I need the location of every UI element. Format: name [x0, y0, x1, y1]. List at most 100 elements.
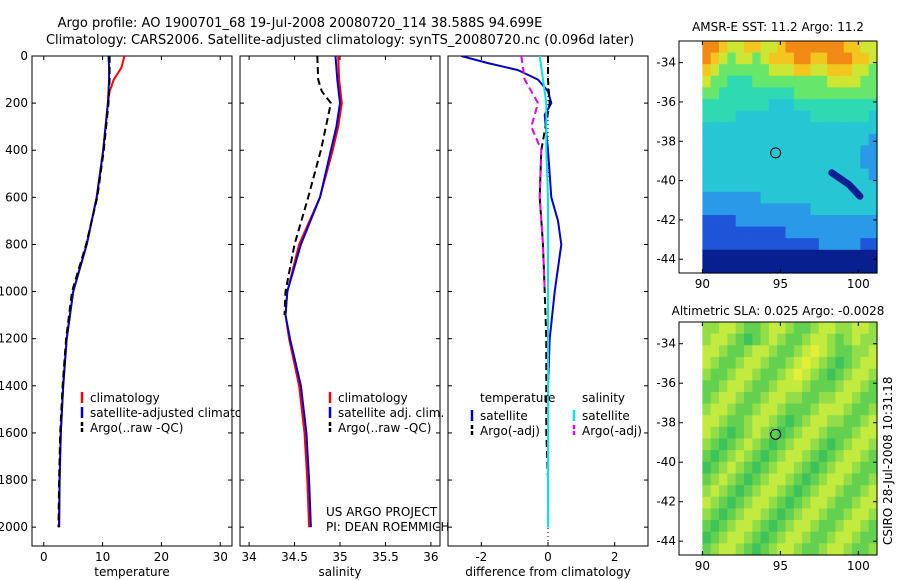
heatmap-cell [835, 450, 845, 463]
heatmap-cell [818, 110, 828, 123]
heatmap-cell [860, 168, 870, 181]
heatmap-cell [785, 122, 795, 135]
heatmap-cell [735, 322, 745, 335]
heatmap-cell [852, 368, 861, 381]
heatmap-cell [727, 520, 737, 533]
map-frame [678, 321, 878, 556]
heatmap-cell [868, 238, 878, 251]
heatmap-cell [768, 99, 778, 112]
heatmap-cell [710, 391, 720, 405]
heatmap-cell [727, 145, 737, 158]
heatmap-cell [710, 122, 720, 135]
heatmap-cell [835, 110, 845, 123]
heatmap-cell [827, 203, 837, 216]
heatmap-cell [743, 415, 753, 428]
heatmap-cell [827, 226, 837, 239]
heatmap-cell [793, 238, 803, 251]
map-frame [678, 40, 878, 274]
heatmap-cell [818, 322, 828, 335]
heatmap-cell [827, 415, 837, 428]
heatmap-cell [777, 145, 787, 158]
heatmap-cell [860, 203, 870, 216]
heatmap-cell [760, 520, 770, 533]
heatmap-cell [752, 64, 762, 77]
heatmap-cell [760, 322, 770, 335]
heatmap-cell [827, 368, 837, 381]
heatmap-cell [827, 485, 837, 498]
y-tick-label: -44 [656, 252, 676, 266]
heatmap-cell [852, 520, 861, 533]
heatmap-cell [727, 450, 737, 463]
heatmap-cell [852, 110, 861, 123]
heatmap-cell [835, 508, 845, 521]
heatmap-cell [777, 438, 787, 451]
heatmap-cell [719, 238, 728, 251]
heatmap-cell [719, 226, 728, 239]
heatmap-cell [719, 145, 728, 158]
heatmap-cell [835, 356, 845, 370]
heatmap-cell [868, 380, 878, 393]
heatmap-cell [785, 461, 795, 475]
heatmap-cell [818, 64, 828, 77]
legend-label: Argo(..raw -QC) [338, 421, 431, 435]
heatmap-cell [710, 157, 720, 170]
heatmap-cell [868, 122, 878, 135]
heatmap-cell [802, 438, 812, 451]
heatmap-cell [827, 543, 837, 556]
heatmap-cell [785, 368, 795, 381]
heatmap-cell [735, 403, 745, 416]
heatmap-cell [777, 157, 787, 170]
heatmap-cell [727, 496, 737, 509]
heatmap-cell [802, 110, 812, 123]
heatmap-cell [843, 403, 853, 416]
heatmap-cell [777, 368, 787, 381]
heatmap-cell [727, 543, 737, 556]
heatmap-cell [719, 180, 728, 193]
heatmap-cell [852, 180, 861, 193]
heatmap-cell [743, 238, 753, 251]
heatmap-cell [793, 356, 803, 370]
heatmap-cell [802, 64, 812, 77]
legend-label: Argo(..raw -QC) [90, 421, 183, 435]
heatmap-cell [827, 52, 837, 65]
heatmap-cell [702, 391, 712, 405]
heatmap-cell [827, 380, 837, 393]
heatmap-cell [702, 415, 712, 428]
heatmap-cell [752, 368, 762, 381]
heatmap-cell [710, 531, 720, 544]
heatmap-cell [760, 345, 770, 358]
heatmap-cell [860, 496, 870, 509]
heatmap-cell [768, 226, 778, 239]
heatmap-cell [802, 380, 812, 393]
heatmap-cell [868, 461, 878, 475]
heatmap-cell [860, 64, 870, 77]
heatmap-cell [735, 87, 745, 100]
heatmap-cell [768, 485, 778, 498]
heatmap-cell [760, 543, 770, 556]
heatmap-cell [702, 145, 712, 158]
x-tick-label: 95 [773, 559, 788, 573]
heatmap-cell [868, 426, 878, 440]
heatmap-cell [727, 368, 737, 381]
heatmap-cell [810, 415, 820, 428]
x-tick-label: 20 [154, 550, 169, 564]
heatmap-cell [827, 75, 837, 88]
x-axis-label: temperature [94, 565, 169, 579]
heatmap-cell [760, 64, 770, 77]
heatmap-cell [735, 122, 745, 135]
heatmap-cell [777, 180, 787, 193]
heatmap-cell [760, 41, 770, 54]
salinity-panel: 34 34.5 35 35.5 36 salinity climatologysatelli… [239, 55, 444, 579]
heatmap-cell [843, 157, 853, 170]
heatmap-cell [827, 473, 837, 486]
heatmap-cell [735, 157, 745, 170]
heatmap-cell [793, 87, 803, 100]
heatmap-cell [719, 415, 728, 428]
y-tick-label: -40 [656, 174, 676, 188]
heatmap-cell [785, 87, 795, 100]
plot-area [283, 56, 343, 528]
heatmap-cell [810, 473, 820, 486]
heatmap-cell [827, 261, 837, 274]
heatmap-cell [852, 41, 861, 54]
